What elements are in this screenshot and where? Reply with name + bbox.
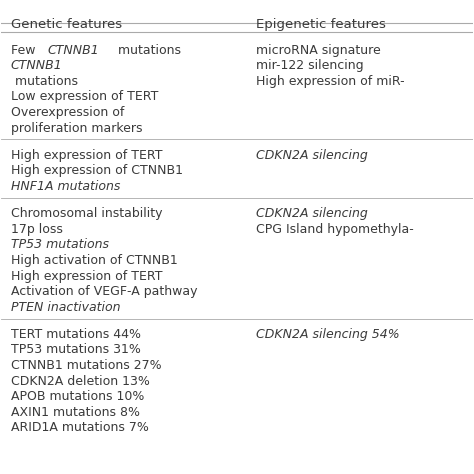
Text: CDKN2A silencing: CDKN2A silencing bbox=[256, 207, 368, 220]
Text: Overexpression of: Overexpression of bbox=[11, 106, 124, 119]
Text: High expression of TERT: High expression of TERT bbox=[11, 149, 162, 162]
Text: ARID1A mutations 7%: ARID1A mutations 7% bbox=[11, 421, 149, 434]
Text: Epigenetic features: Epigenetic features bbox=[256, 18, 386, 31]
Text: CDKN2A deletion 13%: CDKN2A deletion 13% bbox=[11, 374, 150, 388]
Text: proliferation markers: proliferation markers bbox=[11, 121, 142, 135]
Text: High expression of miR-: High expression of miR- bbox=[256, 75, 404, 88]
Text: CTNNB1: CTNNB1 bbox=[47, 44, 99, 57]
Text: mir-122 silencing: mir-122 silencing bbox=[256, 59, 364, 73]
Text: mutations: mutations bbox=[11, 75, 78, 88]
Text: mutations: mutations bbox=[114, 44, 181, 57]
Text: TP53 mutations: TP53 mutations bbox=[11, 238, 109, 251]
Text: High activation of CTNNB1: High activation of CTNNB1 bbox=[11, 254, 178, 267]
Text: CTNNB1 mutations 27%: CTNNB1 mutations 27% bbox=[11, 359, 162, 372]
Text: CTNNB1: CTNNB1 bbox=[11, 59, 63, 73]
Text: Low expression of TERT: Low expression of TERT bbox=[11, 91, 158, 103]
Text: HNF1A mutations: HNF1A mutations bbox=[11, 180, 120, 193]
Text: Chromosomal instability: Chromosomal instability bbox=[11, 207, 162, 220]
Text: microRNA signature: microRNA signature bbox=[256, 44, 381, 57]
Text: Genetic features: Genetic features bbox=[11, 18, 122, 31]
Text: TERT mutations 44%: TERT mutations 44% bbox=[11, 328, 141, 341]
Text: APOB mutations 10%: APOB mutations 10% bbox=[11, 390, 144, 403]
Text: CDKN2A silencing 54%: CDKN2A silencing 54% bbox=[256, 328, 400, 341]
Text: Few: Few bbox=[11, 44, 39, 57]
Text: High expression of TERT: High expression of TERT bbox=[11, 270, 162, 283]
Text: 17p loss: 17p loss bbox=[11, 223, 63, 236]
Text: CPG Island hypomethyla-: CPG Island hypomethyla- bbox=[256, 223, 414, 236]
Text: Activation of VEGF-A pathway: Activation of VEGF-A pathway bbox=[11, 285, 197, 298]
Text: TP53 mutations 31%: TP53 mutations 31% bbox=[11, 344, 141, 356]
Text: AXIN1 mutations 8%: AXIN1 mutations 8% bbox=[11, 406, 140, 419]
Text: CDKN2A silencing: CDKN2A silencing bbox=[256, 149, 368, 162]
Text: High expression of CTNNB1: High expression of CTNNB1 bbox=[11, 164, 183, 177]
Text: PTEN inactivation: PTEN inactivation bbox=[11, 301, 120, 314]
